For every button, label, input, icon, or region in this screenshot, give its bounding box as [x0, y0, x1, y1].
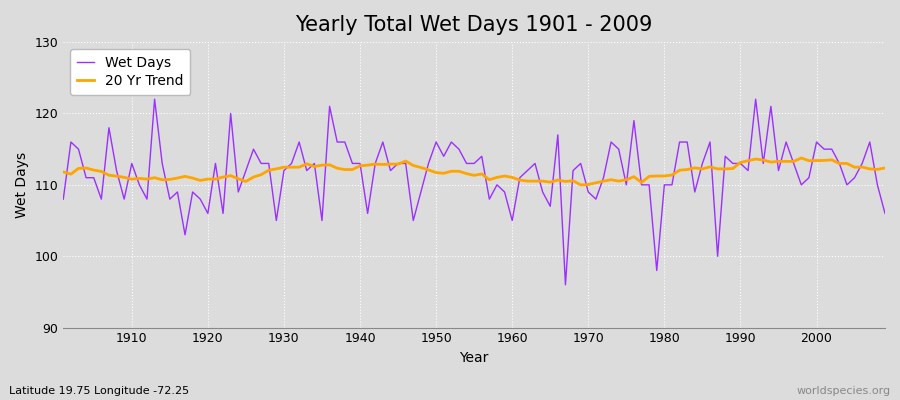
Wet Days — [339, 140, 350, 144]
Line: 20 Yr Trend: 20 Yr Trend — [63, 158, 885, 185]
Legend: Wet Days, 20 Yr Trend: Wet Days, 20 Yr Trend — [70, 49, 191, 95]
Y-axis label: Wet Days: Wet Days — [15, 152, 29, 218]
Wet Days — [507, 218, 517, 223]
20 Yr Trend — [332, 166, 343, 170]
20 Yr Trend — [119, 175, 130, 180]
Text: Latitude 19.75 Longitude -72.25: Latitude 19.75 Longitude -72.25 — [9, 386, 189, 396]
20 Yr Trend — [286, 165, 297, 170]
20 Yr Trend — [58, 170, 68, 174]
Wet Days — [119, 197, 130, 202]
Line: Wet Days: Wet Days — [63, 99, 885, 285]
20 Yr Trend — [796, 156, 806, 160]
20 Yr Trend — [606, 177, 616, 182]
Wet Days — [613, 147, 624, 152]
Text: worldspecies.org: worldspecies.org — [796, 386, 891, 396]
20 Yr Trend — [879, 166, 890, 170]
Wet Days — [58, 197, 68, 202]
Wet Days — [879, 211, 890, 216]
X-axis label: Year: Year — [460, 351, 489, 365]
Title: Yearly Total Wet Days 1901 - 2009: Yearly Total Wet Days 1901 - 2009 — [295, 15, 652, 35]
20 Yr Trend — [575, 182, 586, 187]
20 Yr Trend — [507, 175, 517, 180]
Wet Days — [515, 175, 526, 180]
Wet Days — [149, 97, 160, 102]
20 Yr Trend — [500, 174, 510, 178]
Wet Days — [293, 140, 304, 144]
Wet Days — [560, 282, 571, 287]
